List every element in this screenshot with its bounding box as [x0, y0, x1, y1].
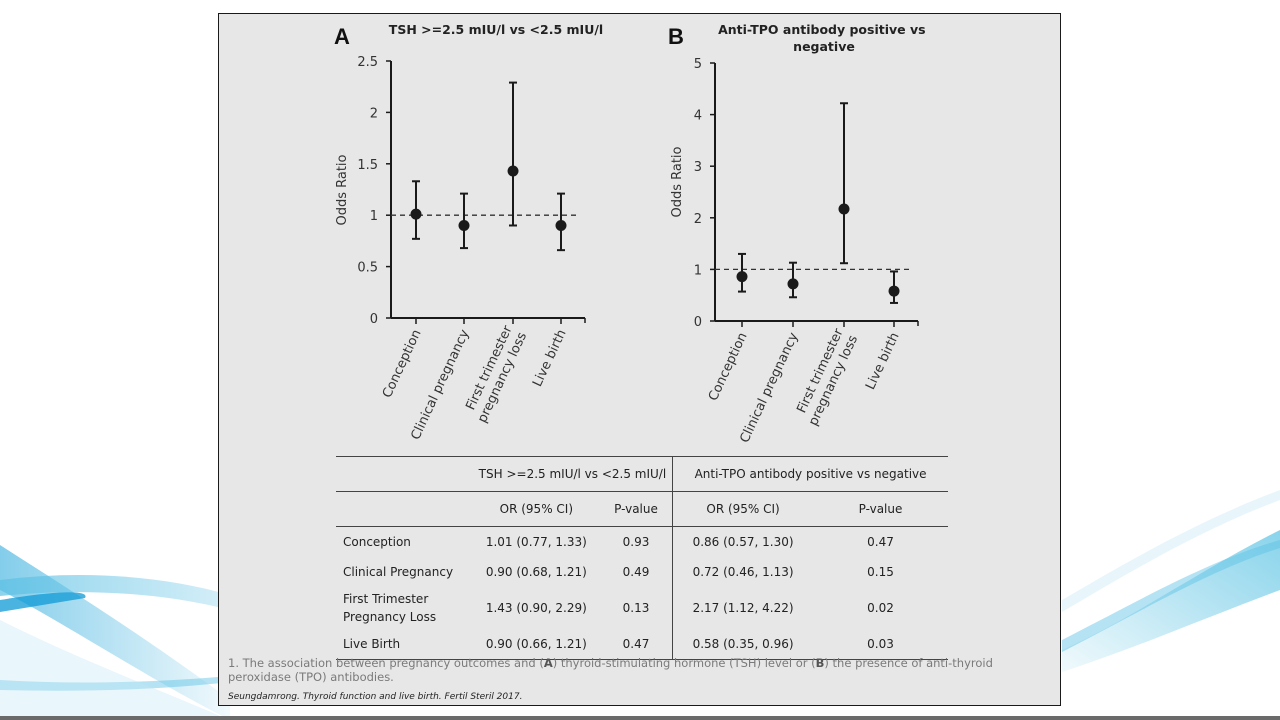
tsh-p-cell: 0.49	[599, 557, 674, 587]
chart-b: B Anti-TPO antibody positive vs negative…	[668, 22, 930, 445]
chart-a-x-tick-label-line: Live birth	[530, 327, 569, 389]
chart-a-point-estimate	[410, 208, 422, 220]
row-label-line2: Pregnancy Loss	[343, 610, 437, 624]
tpo-or-cell: 0.72 (0.46, 1.13)	[692, 565, 794, 579]
chart-b-x-tick-label: Live birth	[863, 330, 902, 392]
table-corner-cell	[336, 456, 473, 492]
row-label-line1: First Trimester	[343, 592, 429, 606]
tpo-or-cell: 2.17 (1.12, 4.22)	[692, 601, 794, 615]
tpo-or-cell: 0.86 (0.57, 1.30)	[692, 535, 794, 549]
forest-plots: A TSH >=2.5 mIU/l vs <2.5 mIU/l Odds Rat…	[334, 22, 930, 445]
chart-b-title-line2: negative	[793, 39, 855, 54]
chart-b-x-tick-label-line: Conception	[706, 330, 751, 403]
chart-b-y-tick-label: 1	[694, 263, 702, 278]
chart-a-y-axis-title: Odds Ratio	[335, 154, 350, 225]
chart-b-point-estimate	[736, 271, 748, 283]
chart-a-x-tick-label-line: Conception	[380, 327, 425, 400]
row-label: Live Birth	[336, 629, 473, 660]
table-row: Clinical Pregnancy 0.90 (0.68, 1.21) 0.4…	[336, 557, 948, 587]
chart-b-title-line1: Anti-TPO antibody positive vs	[718, 22, 926, 37]
table-header-tpo-p: P-value	[813, 491, 948, 527]
chart-a-title: TSH >=2.5 mIU/l vs <2.5 mIU/l	[389, 22, 603, 37]
chart-b-y-tick-label: 4	[694, 109, 702, 124]
tsh-or-cell: 1.01 (0.77, 1.33)	[485, 535, 587, 549]
chart-b-y-tick-label: 0	[694, 315, 702, 330]
chart-a-point-estimate	[555, 219, 567, 231]
tsh-p-cell: 0.93	[599, 526, 674, 557]
row-label: First Trimester Pregnancy Loss	[336, 587, 473, 629]
chart-a-y-tick-label: 2.5	[357, 55, 378, 70]
table-header-tpo-or: OR (95% CI)	[672, 491, 814, 527]
chart-a-x-tick-label: Conception	[380, 327, 425, 400]
chart-b-title: Anti-TPO antibody positive vs negative	[718, 22, 930, 54]
chart-b-x-tick-label: Clinical pregnancy	[737, 330, 801, 445]
table-row: First Trimester Pregnancy Loss 1.43 (0.9…	[336, 587, 948, 629]
chart-b-x-tick-label: Conception	[706, 330, 751, 403]
tsh-or-cell: 1.43 (0.90, 2.29)	[485, 601, 587, 615]
chart-a-y-tick-label: 0	[370, 312, 378, 327]
results-table: TSH >=2.5 mIU/l vs <2.5 mIU/l Anti-TPO a…	[336, 456, 948, 660]
row-label: Clinical Pregnancy	[343, 565, 454, 579]
caption-bold-a: A	[543, 656, 553, 670]
table-row: Conception 1.01 (0.77, 1.33) 0.93 0.86 (…	[336, 526, 948, 557]
chart-a-y-tick-label: 1	[370, 209, 378, 224]
chart-a-point-estimate	[507, 165, 519, 177]
table-group-header-row: TSH >=2.5 mIU/l vs <2.5 mIU/l Anti-TPO a…	[336, 456, 948, 492]
table-group-header-tsh: TSH >=2.5 mIU/l vs <2.5 mIU/l	[472, 456, 674, 492]
chart-b-y-tick-label: 2	[694, 212, 702, 227]
chart-b-y-axis-title: Odds Ratio	[670, 146, 685, 217]
table-row: Live Birth 0.90 (0.66, 1.21) 0.47 0.58 (…	[336, 629, 948, 660]
chart-b-x-tick-label: First trimesterpregnancy loss	[792, 326, 862, 429]
tsh-p-cell: 0.47	[599, 629, 674, 660]
chart-a-y-tick-label: 2	[370, 106, 378, 121]
chart-a-point-estimate	[458, 219, 470, 231]
chart-b-point-estimate	[838, 203, 850, 215]
table-sub-header-row: OR (95% CI) P-value OR (95% CI) P-value	[336, 491, 948, 527]
tpo-or-cell: 0.58 (0.35, 0.96)	[672, 629, 814, 660]
tsh-or-cell: 0.90 (0.66, 1.21)	[472, 629, 600, 660]
chart-b-x-tick-label-line: Clinical pregnancy	[737, 330, 801, 445]
chart-b-y-tick-label: 3	[694, 160, 702, 175]
table-group-header-tpo: Anti-TPO antibody positive vs negative	[672, 456, 948, 492]
chart-a: A TSH >=2.5 mIU/l vs <2.5 mIU/l Odds Rat…	[334, 22, 603, 442]
table-sub-corner-cell	[336, 491, 473, 527]
chart-a-x-tick-label: Live birth	[530, 327, 569, 389]
right-wave-decoration	[1062, 490, 1280, 672]
chart-b-point-estimate	[888, 285, 900, 297]
chart-a-y-tick-label: 1.5	[357, 158, 378, 173]
figure-caption: 1. The association between pregnancy out…	[228, 656, 1058, 684]
panel-letter-a: A	[334, 24, 350, 49]
tpo-p-cell: 0.03	[813, 629, 948, 660]
chart-a-x-tick-label: First trimesterpregnancy loss	[461, 323, 531, 426]
tpo-p-cell: 0.47	[867, 535, 894, 549]
slide-bottom-border	[0, 716, 1280, 720]
table-header-tsh-p: P-value	[599, 491, 674, 527]
caption-part2: ) thyroid-stimulating hormone (TSH) leve…	[552, 656, 816, 670]
panel-letter-b: B	[668, 24, 684, 49]
tsh-or-cell: 0.90 (0.68, 1.21)	[485, 565, 587, 579]
caption-part1: 1. The association between pregnancy out…	[228, 656, 544, 670]
left-wave-decoration	[0, 545, 230, 720]
caption-bold-b: B	[815, 656, 825, 670]
chart-b-point-estimate	[787, 278, 799, 290]
tpo-p-cell: 0.15	[867, 565, 894, 579]
table-header-tsh-or: OR (95% CI)	[472, 491, 600, 527]
citation: Seungdamrong. Thyroid function and live …	[228, 692, 523, 702]
caption-part3: ) the presence of anti-thyroid peroxidas…	[228, 656, 993, 684]
tpo-p-cell: 0.02	[867, 601, 894, 615]
chart-b-y-tick-label: 5	[694, 57, 702, 72]
chart-b-x-tick-label-line: Live birth	[863, 330, 902, 392]
row-label: Conception	[343, 535, 411, 549]
tsh-p-cell: 0.13	[599, 587, 674, 629]
chart-a-y-tick-label: 0.5	[357, 261, 378, 276]
